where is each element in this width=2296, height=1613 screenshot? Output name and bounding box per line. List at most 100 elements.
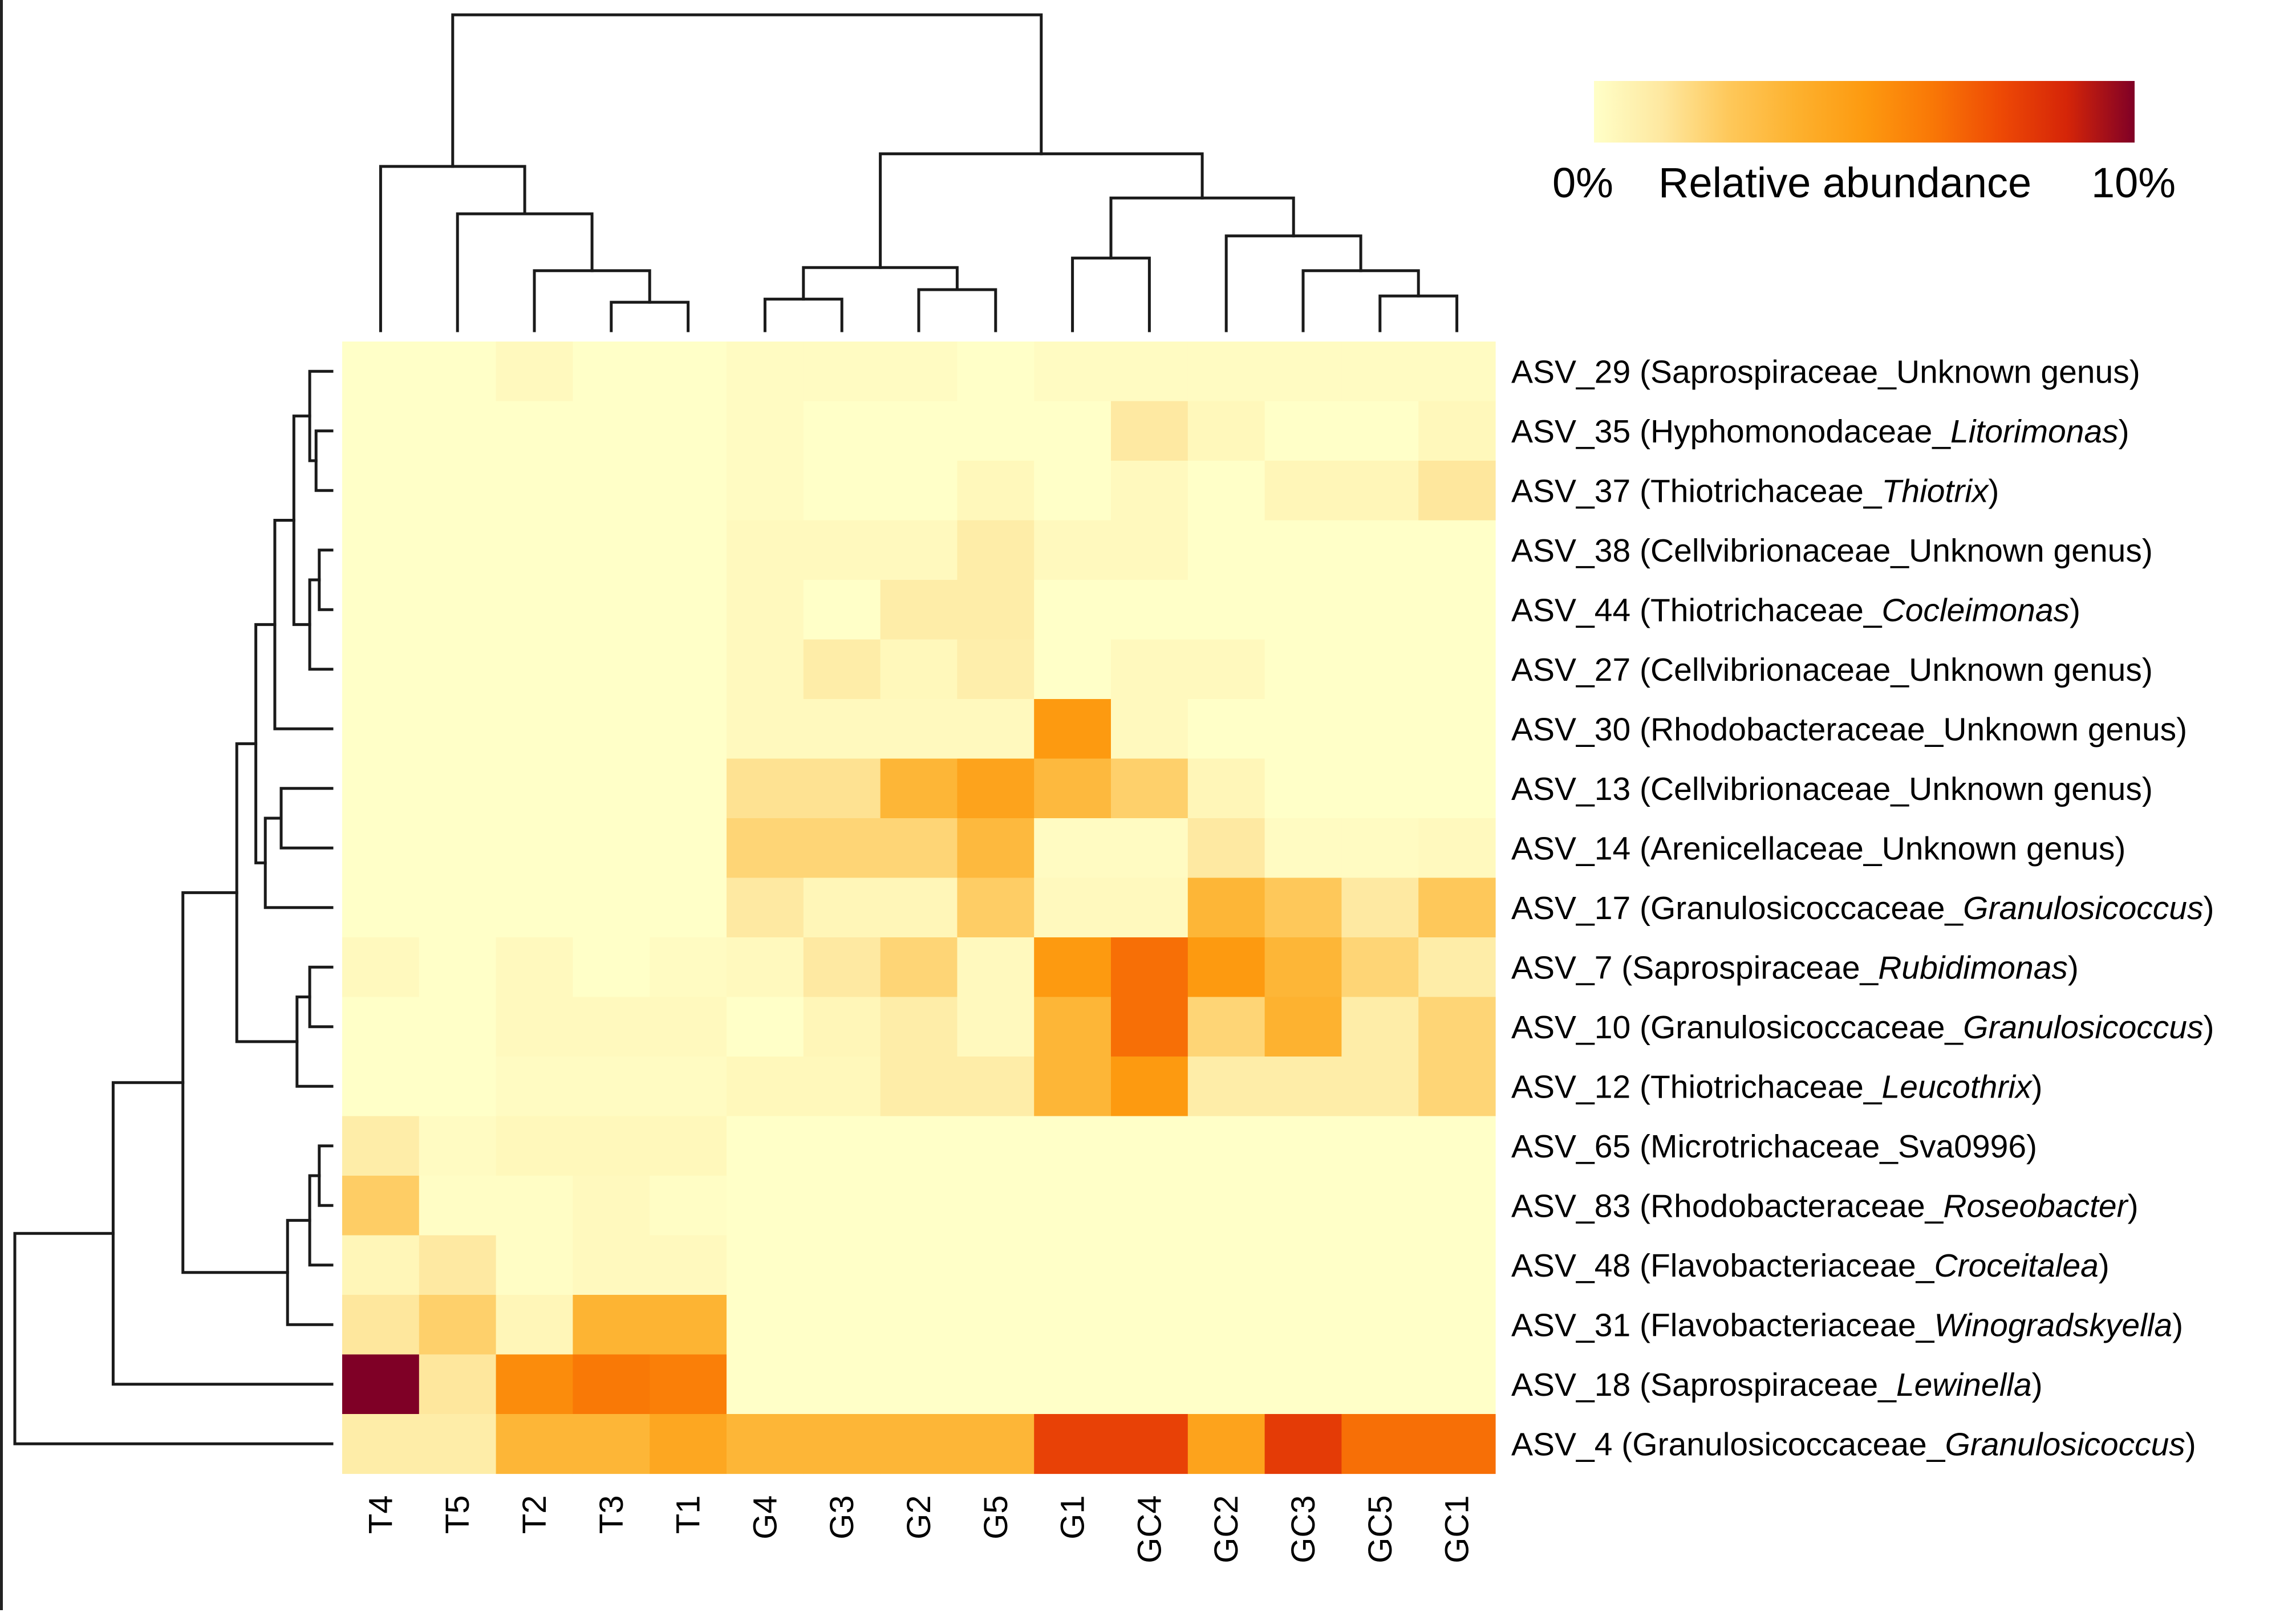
heatmap-cell xyxy=(496,639,573,700)
heatmap-cell xyxy=(880,1235,958,1295)
heatmap-cell xyxy=(496,818,573,879)
heatmap-cell xyxy=(880,1414,958,1474)
heatmap-cell xyxy=(957,937,1035,998)
column-label: T2 xyxy=(516,1496,553,1534)
heatmap-cell xyxy=(1187,937,1265,998)
heatmap-cell xyxy=(573,1354,650,1415)
heatmap-cell xyxy=(573,342,650,402)
column-dendrogram-branch xyxy=(533,269,651,332)
heatmap-cell xyxy=(342,997,420,1057)
heatmap-cell xyxy=(1418,1354,1496,1415)
heatmap-cell xyxy=(650,758,727,819)
row-label: ASV_30 (Rhodobacteraceae_Unknown genus) xyxy=(1511,711,2187,747)
legend-color-bar xyxy=(1594,81,2135,143)
heatmap-cell xyxy=(1111,1354,1188,1415)
column-label: GC5 xyxy=(1362,1496,1399,1563)
heatmap-cell xyxy=(419,1176,497,1236)
column-dendrogram-branch xyxy=(763,298,843,332)
column-labels: T4 T5 T2 T3 T1 G4 G3 G2 G5 G1 GC4 GC2 GC3 GC5 GC1 xyxy=(362,1496,1475,1563)
heatmap-cell xyxy=(650,1116,727,1176)
row-dendrogram-branch xyxy=(279,787,334,850)
heatmap-cell xyxy=(1341,520,1419,580)
heatmap-cell xyxy=(650,997,727,1057)
heatmap-cell xyxy=(419,818,497,879)
heatmap-cell xyxy=(419,937,497,998)
heatmap-cell xyxy=(1264,520,1342,580)
heatmap-cell xyxy=(957,1176,1035,1236)
heatmap-cell xyxy=(1418,639,1496,700)
heatmap-cell xyxy=(880,937,958,998)
heatmap-cell xyxy=(1418,699,1496,759)
heatmap-cell xyxy=(496,1354,573,1415)
heatmap-cell xyxy=(803,818,881,879)
heatmap-cell xyxy=(496,1235,573,1295)
heatmap-cell xyxy=(1187,520,1265,580)
heatmap-cell xyxy=(496,937,573,998)
row-label: ASV_48 (Flavobacteriaceae_Croceitalea) xyxy=(1511,1248,2110,1284)
heatmap-cell xyxy=(957,699,1035,759)
heatmap-cell xyxy=(1341,1176,1419,1236)
heatmap-cell xyxy=(880,1116,958,1176)
heatmap-cell xyxy=(342,1295,420,1355)
heatmap-cell xyxy=(1264,758,1342,819)
heatmap-cell xyxy=(342,758,420,819)
heatmap-cell xyxy=(1264,461,1342,521)
heatmap-cell xyxy=(1111,1235,1188,1295)
heatmap-cell xyxy=(419,997,497,1057)
heatmap-cell xyxy=(803,1414,881,1474)
heatmap-cell xyxy=(957,520,1035,580)
heatmap-cell xyxy=(880,1176,958,1236)
heatmap-cell xyxy=(727,997,804,1057)
heatmap-cell xyxy=(1034,401,1112,461)
heatmap-cell xyxy=(1111,818,1188,879)
heatmap-cell xyxy=(1111,699,1188,759)
heatmap-cell xyxy=(419,1354,497,1415)
row-label: ASV_27 (Cellvibrionaceae_Unknown genus) xyxy=(1511,652,2153,688)
row-dendrogram-branch xyxy=(263,816,334,909)
heatmap-cell xyxy=(342,818,420,879)
column-label: T1 xyxy=(670,1496,707,1534)
heatmap-cell xyxy=(803,1295,881,1355)
legend-min-label: 0% xyxy=(1552,159,1613,206)
heatmap-cell xyxy=(727,461,804,521)
heatmap-cell xyxy=(957,1295,1035,1355)
heatmap-cell xyxy=(1264,1354,1342,1415)
heatmap-cell xyxy=(880,1354,958,1415)
heatmap-cell xyxy=(880,997,958,1057)
row-label: ASV_18 (Saprospiraceae_Lewinella) xyxy=(1511,1367,2043,1403)
row-dendrogram-branch xyxy=(318,548,334,611)
column-dendrogram-branch xyxy=(451,13,1043,168)
heatmap-cell xyxy=(957,401,1035,461)
heatmap-cell xyxy=(880,699,958,759)
heatmap-cell xyxy=(1264,342,1342,402)
heatmap-cell xyxy=(727,699,804,759)
heatmap-cell xyxy=(1187,461,1265,521)
heatmap-cell xyxy=(1341,1295,1419,1355)
heatmap-cell xyxy=(1341,1057,1419,1117)
heatmap-cell xyxy=(1341,1414,1419,1474)
heatmap-cell xyxy=(496,401,573,461)
heatmap-cell xyxy=(803,1235,881,1295)
heatmap-cell xyxy=(1418,1235,1496,1295)
heatmap-cell xyxy=(1111,461,1188,521)
column-dendrogram xyxy=(379,13,1459,332)
row-dendrogram-branch xyxy=(308,1174,334,1267)
heatmap-cell xyxy=(727,580,804,640)
row-label: ASV_12 (Thiotrichaceae_Leucothrix) xyxy=(1511,1068,2043,1105)
heatmap-cell xyxy=(957,1116,1035,1176)
heatmap-cell xyxy=(1187,1116,1265,1176)
heatmap-cell xyxy=(957,342,1035,402)
heatmap-cell xyxy=(496,1295,573,1355)
heatmap-cell xyxy=(1034,461,1112,521)
heatmap-cell xyxy=(496,580,573,640)
column-label: GC2 xyxy=(1208,1496,1245,1563)
heatmap-cell xyxy=(1187,1414,1265,1474)
heatmap-cell xyxy=(496,461,573,521)
heatmap-cell xyxy=(1341,877,1419,938)
heatmap-cell xyxy=(803,520,881,580)
heatmap-cell xyxy=(496,877,573,938)
column-dendrogram-branch xyxy=(879,152,1204,269)
heatmap-cell xyxy=(573,580,650,640)
heatmap-cell xyxy=(496,1414,573,1474)
heatmap-cell xyxy=(880,342,958,402)
